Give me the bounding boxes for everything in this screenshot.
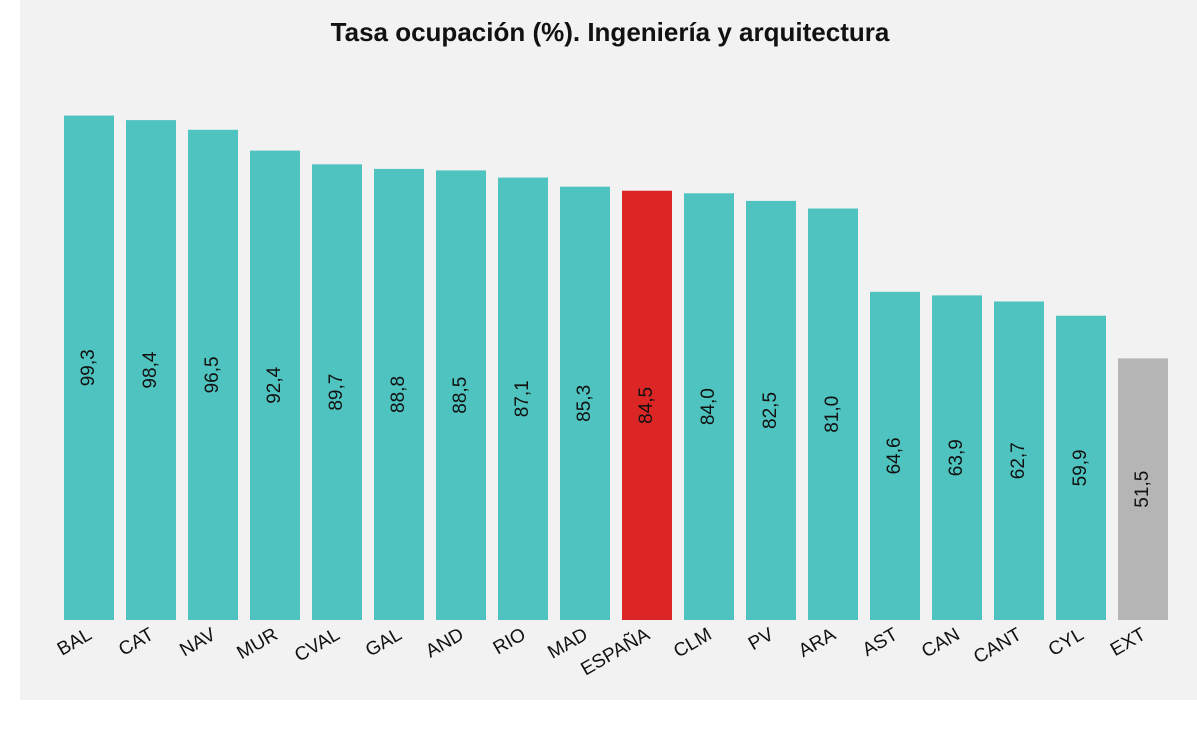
value-label: 59,9 <box>1070 449 1091 486</box>
value-label: 98,4 <box>140 351 161 388</box>
value-label: 92,4 <box>264 366 285 403</box>
bar <box>684 193 734 620</box>
bar <box>126 120 176 621</box>
value-label: 96,5 <box>202 356 223 393</box>
bar <box>870 291 920 620</box>
bar <box>436 170 486 621</box>
value-label: 99,3 <box>78 349 99 386</box>
bar <box>746 200 796 620</box>
bar <box>498 177 548 621</box>
value-label: 81,0 <box>822 396 843 433</box>
value-label: 64,6 <box>884 437 905 474</box>
bar <box>622 190 672 621</box>
value-label: 88,5 <box>450 377 471 414</box>
value-label: 88,8 <box>388 376 409 413</box>
value-label: 84,5 <box>636 387 657 424</box>
bar <box>250 150 300 620</box>
value-label: 89,7 <box>326 374 347 411</box>
bar <box>374 168 424 620</box>
bar <box>994 301 1044 620</box>
value-label: 62,7 <box>1008 442 1029 479</box>
bar <box>312 164 362 620</box>
value-label: 84,0 <box>698 388 719 425</box>
bar <box>1056 315 1106 620</box>
bar <box>1118 358 1168 620</box>
value-label: 85,3 <box>574 385 595 422</box>
value-label: 87,1 <box>512 380 533 417</box>
bar <box>560 186 610 620</box>
bar <box>188 129 238 620</box>
bar <box>932 295 982 620</box>
bar <box>808 208 858 620</box>
value-label: 63,9 <box>946 439 967 476</box>
chart-title: Tasa ocupación (%). Ingeniería y arquite… <box>331 17 890 47</box>
bar <box>64 115 114 620</box>
value-label: 82,5 <box>760 392 781 429</box>
value-label: 51,5 <box>1132 471 1153 508</box>
